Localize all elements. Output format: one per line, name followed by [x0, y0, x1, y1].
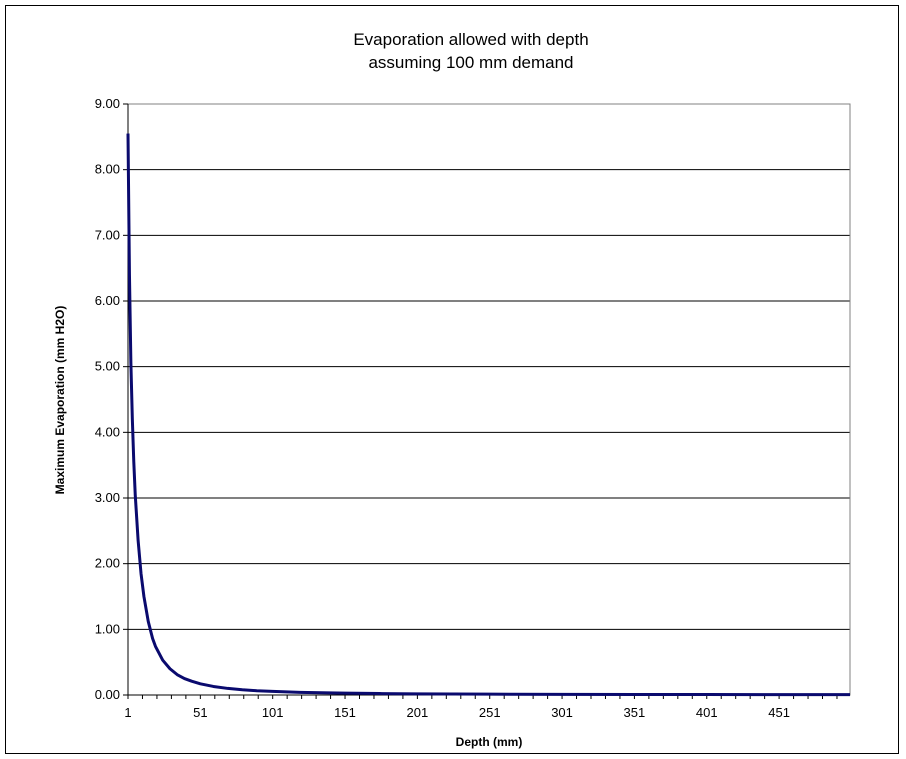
x-tick-label: 1: [124, 705, 131, 720]
y-tick-label: 7.00: [95, 227, 120, 242]
gridlines: [128, 169, 850, 630]
y-tick-label: 0.00: [95, 687, 120, 702]
x-tick-label: 251: [479, 705, 501, 720]
y-tick-label: 1.00: [95, 621, 120, 636]
y-axis-label: Maximum Evaporation (mm H2O): [53, 306, 67, 495]
y-tick-label: 3.00: [95, 490, 120, 505]
y-tick-label: 4.00: [95, 424, 120, 439]
x-tick-label: 51: [193, 705, 207, 720]
y-tick-label: 9.00: [95, 96, 120, 111]
chart-subtitle: assuming 100 mm demand: [368, 53, 573, 72]
y-tick-label: 6.00: [95, 293, 120, 308]
chart-title: Evaporation allowed with depth: [353, 30, 588, 49]
x-tick-label: 401: [696, 705, 718, 720]
x-tick-label: 351: [624, 705, 646, 720]
x-axis-label: Depth (mm): [456, 735, 523, 749]
series-group: [126, 133, 851, 697]
axes: [123, 103, 850, 699]
x-tick-labels: 1 51 101 151 201 251 301 351 401 451: [124, 705, 790, 720]
series-line: [126, 133, 851, 697]
x-tick-label: 101: [262, 705, 284, 720]
y-tick-labels: 0.00 1.00 2.00 3.00 4.00 5.00 6.00 7.00 8.00 9.00: [95, 96, 120, 702]
x-tick-label: 451: [768, 705, 790, 720]
x-tick-label: 201: [407, 705, 429, 720]
x-tick-label: 301: [551, 705, 573, 720]
x-tick-label: 151: [334, 705, 356, 720]
y-tick-label: 2.00: [95, 556, 120, 571]
y-tick-label: 5.00: [95, 359, 120, 374]
y-tick-label: 8.00: [95, 162, 120, 177]
plot-area-border: [127, 103, 851, 696]
